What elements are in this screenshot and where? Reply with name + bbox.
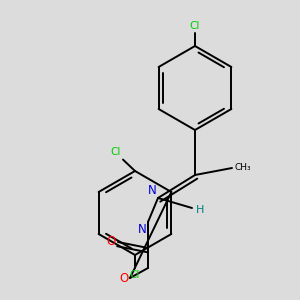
Text: Cl: Cl [190, 21, 200, 31]
Text: O: O [119, 272, 128, 285]
Text: CH₃: CH₃ [234, 163, 251, 172]
Text: H: H [196, 205, 204, 215]
Text: O: O [106, 235, 116, 248]
Text: N: N [148, 184, 157, 197]
Text: Cl: Cl [130, 270, 140, 280]
Text: N: N [138, 223, 147, 236]
Text: Cl: Cl [110, 147, 121, 157]
